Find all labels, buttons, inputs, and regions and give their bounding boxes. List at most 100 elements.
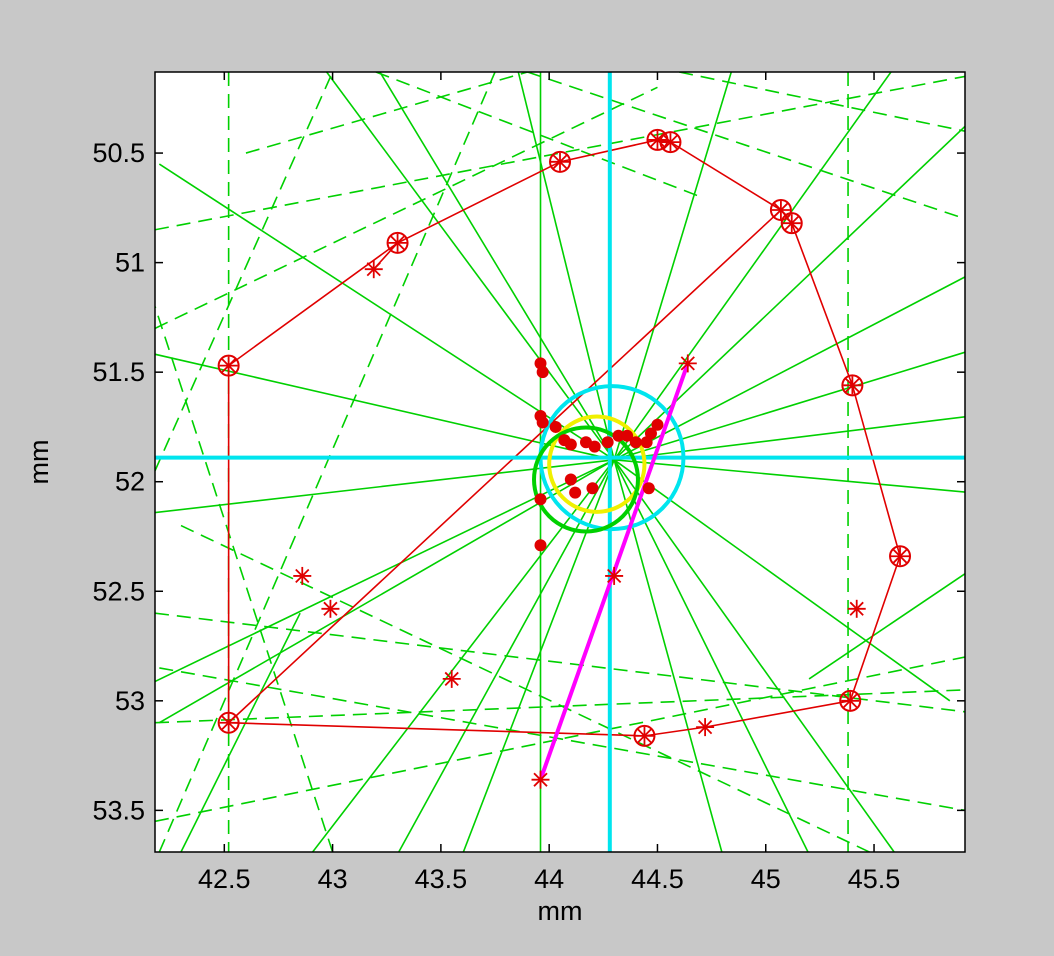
dashed-ray-11	[155, 72, 334, 472]
circled-marker-9	[839, 689, 862, 712]
circled-marker-ring-11	[217, 711, 240, 734]
star-marker-0-d2	[366, 262, 381, 277]
x-tick-label-5: 45	[751, 864, 781, 894]
solid-ray-1	[613, 351, 965, 461]
star-marker-6	[605, 566, 624, 585]
x-axis-ticks: 42.5 43 43.5 44 44.5 45 45.5	[198, 72, 900, 894]
circled-marker-ring-4	[659, 131, 682, 154]
circled-marker-0	[217, 354, 240, 377]
circle-green	[532, 425, 640, 534]
circled-marker-11	[217, 711, 240, 734]
axes-background	[155, 72, 965, 852]
y-tick-label-4: 52.5	[92, 576, 145, 606]
solid-ray-21	[613, 72, 892, 461]
dashed-ray-14	[375, 72, 702, 198]
circled-marker-star-2	[551, 152, 569, 171]
solid-ray-20	[397, 459, 615, 852]
dashed-ray-8	[180, 524, 872, 852]
circled-marker-star-2-d2	[552, 154, 568, 169]
circled-marker-10	[633, 724, 656, 747]
circled-marker-star-5-d2	[773, 202, 789, 218]
circled-marker-star-1	[388, 233, 407, 252]
cluster-point-20	[642, 482, 655, 495]
circled-marker-ring-1	[386, 231, 409, 254]
star-marker-6-d2	[607, 568, 622, 584]
star-marker-7-d2	[533, 772, 548, 787]
cluster-point-18	[569, 486, 582, 499]
star-marker-8-d2	[680, 356, 695, 371]
solid-ray-6	[378, 72, 615, 461]
dashed-ray-13	[155, 306, 334, 852]
circled-marker-ring-2	[549, 150, 571, 173]
dashed-ray-9	[527, 72, 965, 220]
y-tick-label-1: 51	[115, 248, 145, 278]
axes-frame	[154, 71, 966, 853]
circled-marker-star-8	[891, 547, 910, 566]
solid-ray-0	[155, 353, 615, 461]
circled-marker-8	[889, 545, 912, 568]
circled-marker-star-10	[635, 726, 654, 745]
y-tick-label-0: 50.5	[92, 138, 145, 168]
star-marker-1	[293, 566, 312, 585]
circled-marker-star-0-d2	[221, 358, 236, 373]
star-marker-2-d2	[323, 601, 338, 616]
cluster-point-3	[536, 416, 549, 429]
star-marker-3	[442, 669, 461, 688]
circled-marker-star-7	[843, 376, 862, 395]
y-axis-label: mm	[24, 440, 54, 485]
circled-marker-star-6	[782, 214, 801, 233]
circled-marker-star-11	[219, 713, 238, 732]
solid-ray-13	[613, 72, 733, 461]
x-axis-label: mm	[538, 896, 583, 926]
marker-points	[217, 128, 912, 789]
dashed-ray-10	[678, 72, 965, 132]
star-marker-3-d2	[444, 671, 459, 687]
circle-yellow	[547, 414, 647, 514]
circled-marker-star-8-d2	[892, 549, 908, 564]
x-tick-label-3: 44	[534, 864, 564, 894]
x-tick-label-0: 42.5	[198, 864, 251, 894]
circled-marker-2	[549, 150, 571, 173]
circled-marker-ring-5	[769, 199, 792, 222]
circled-marker-ring-8	[889, 545, 912, 568]
cluster-point-8	[588, 440, 601, 453]
cluster-point-19	[586, 482, 599, 495]
star-marker-4-d2	[697, 719, 713, 735]
solid-ray-5	[614, 415, 965, 461]
star-marker-5-d2	[849, 601, 864, 616]
circled-marker-ring-0	[217, 354, 240, 377]
x-tick-label-6: 45.5	[848, 864, 901, 894]
y-tick-label-3: 52	[115, 467, 145, 497]
solid-ray-15	[517, 72, 615, 461]
circled-marker-star-9	[841, 691, 860, 710]
solid-ray-3	[614, 459, 965, 493]
cluster-point-1	[536, 366, 549, 379]
solid-ray-7	[613, 459, 809, 852]
circled-marker-star-0	[219, 356, 238, 375]
circled-marker-ring-7	[841, 374, 864, 397]
circled-marker-ring-10	[633, 724, 656, 747]
cluster-point-16	[534, 493, 547, 506]
circled-marker-1	[386, 231, 409, 254]
y-axis-ticks: 50.5 51 51.5 52 52.5 53 53.5	[92, 138, 965, 825]
circled-marker-star-7-d2	[845, 378, 860, 393]
circled-marker-4	[659, 131, 682, 154]
star-marker-1-d2	[295, 568, 310, 584]
cluster-point-4	[549, 420, 562, 433]
diagonal-line-0	[228, 209, 782, 724]
x-tick-label-4: 44.5	[631, 864, 684, 894]
circled-marker-star-6-d2	[784, 216, 799, 231]
y-tick-label-2: 51.5	[92, 357, 145, 387]
dashed-ray-3	[155, 86, 658, 330]
cluster-point-15	[640, 436, 653, 449]
dashed-ray-4	[155, 689, 965, 724]
star-marker-4	[696, 718, 715, 737]
crosshair	[155, 72, 965, 852]
circled-marker-star-10-d2	[637, 728, 652, 743]
dashed-ray-6	[159, 667, 965, 812]
star-marker-2	[321, 599, 340, 618]
circled-marker-6	[780, 212, 803, 235]
dashed-ray-15	[245, 72, 528, 154]
